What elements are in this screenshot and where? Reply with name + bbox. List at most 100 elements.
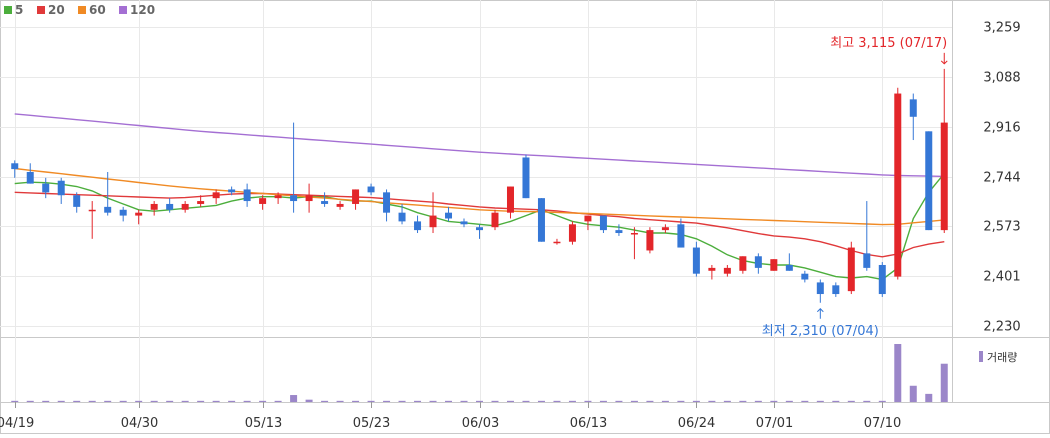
volume-bar [212, 400, 220, 402]
candle-body [336, 203, 344, 207]
candle [692, 241, 700, 277]
candle [476, 224, 483, 239]
candle-body [646, 230, 654, 251]
volume-bar [940, 363, 948, 402]
volume-bar [321, 400, 329, 402]
volume-bar [522, 400, 530, 402]
volume-bar [708, 400, 716, 402]
candle-body [615, 230, 623, 234]
candle-body [181, 203, 189, 210]
candle-body [119, 209, 127, 216]
candle [119, 206, 127, 222]
candle [88, 201, 96, 239]
high-annotation-text: 최고 3,115 (07/17) [830, 36, 947, 51]
volume-bar [398, 400, 406, 402]
candle-body [816, 282, 824, 295]
candle-body [785, 264, 793, 271]
candle-body [909, 99, 917, 117]
candle-body [894, 93, 902, 277]
candle-body [57, 180, 65, 196]
candle [491, 209, 499, 231]
volume-bar [274, 400, 282, 402]
candle [584, 215, 592, 231]
low-annotation-text: 최저 2,310 (07/04) [762, 324, 879, 339]
candle-body [522, 157, 530, 199]
candle [166, 198, 174, 213]
candle-body [243, 189, 251, 202]
candle-body [321, 201, 329, 204]
candle [26, 163, 34, 184]
volume-bar [553, 400, 561, 402]
volume-bar [26, 400, 34, 402]
candle [537, 198, 545, 242]
axes: 3,259 3,088 2,916 2,744 2,573 2,401 2,230 04/19… [0, 21, 1021, 432]
candle-body [677, 224, 685, 248]
volume-bar [42, 400, 50, 402]
candle [460, 218, 468, 228]
volume-bar [352, 400, 360, 402]
volume-bar [909, 385, 917, 402]
volume-bar [290, 395, 298, 402]
volume-bar [770, 400, 778, 402]
candle [847, 241, 855, 295]
volume-bar [305, 399, 313, 402]
y-tick-label: 3,259 [983, 21, 1020, 36]
candle [894, 87, 902, 280]
candle-body [88, 209, 96, 212]
candle-body [847, 247, 855, 292]
candle [770, 259, 778, 271]
candle-body [73, 195, 81, 207]
candle [336, 201, 344, 210]
legend-label: 120 [130, 3, 155, 17]
volume-bar [646, 400, 654, 402]
volume-bar [692, 400, 700, 402]
candle-body [630, 233, 638, 235]
ma-line-120 [14, 113, 945, 178]
candle-body [212, 192, 220, 199]
candle [150, 201, 158, 216]
volume-bar [599, 400, 607, 402]
candle-body [135, 212, 143, 216]
candle [259, 195, 267, 210]
volume-bar [754, 400, 762, 402]
candle [832, 282, 840, 297]
volume-bar [491, 400, 499, 402]
low-arrow-head [816, 308, 824, 313]
candle [506, 186, 514, 219]
volume-bar [197, 400, 205, 402]
candle-body [661, 227, 669, 231]
candle [212, 189, 220, 204]
candle-body [367, 186, 375, 193]
volume-bar [383, 400, 391, 402]
candle-body [708, 267, 716, 271]
volume-bar [119, 400, 127, 402]
volume-bar [228, 400, 236, 402]
volume-bars: 거래량 [11, 344, 1017, 402]
candles [11, 68, 948, 303]
volume-bar [259, 400, 267, 402]
volume-bar [739, 400, 747, 402]
volume-bar [57, 400, 65, 402]
candle [925, 131, 933, 231]
volume-bar [863, 400, 871, 402]
candle-body [11, 163, 19, 170]
candle [801, 270, 809, 283]
volume-bar [506, 400, 514, 402]
volume-legend-label: 거래량 [987, 351, 1017, 364]
candle-body [42, 183, 50, 193]
candle-body [104, 206, 112, 213]
candle [723, 264, 731, 277]
candle-body [383, 192, 391, 213]
volume-bar [847, 400, 855, 402]
volume-bar [661, 400, 669, 402]
volume-bar [414, 400, 422, 402]
volume-bar [445, 400, 453, 402]
candle [398, 203, 406, 225]
legend-label: 5 [15, 3, 23, 17]
candle [646, 227, 654, 254]
volume-bar [878, 400, 886, 402]
candle [878, 262, 886, 297]
